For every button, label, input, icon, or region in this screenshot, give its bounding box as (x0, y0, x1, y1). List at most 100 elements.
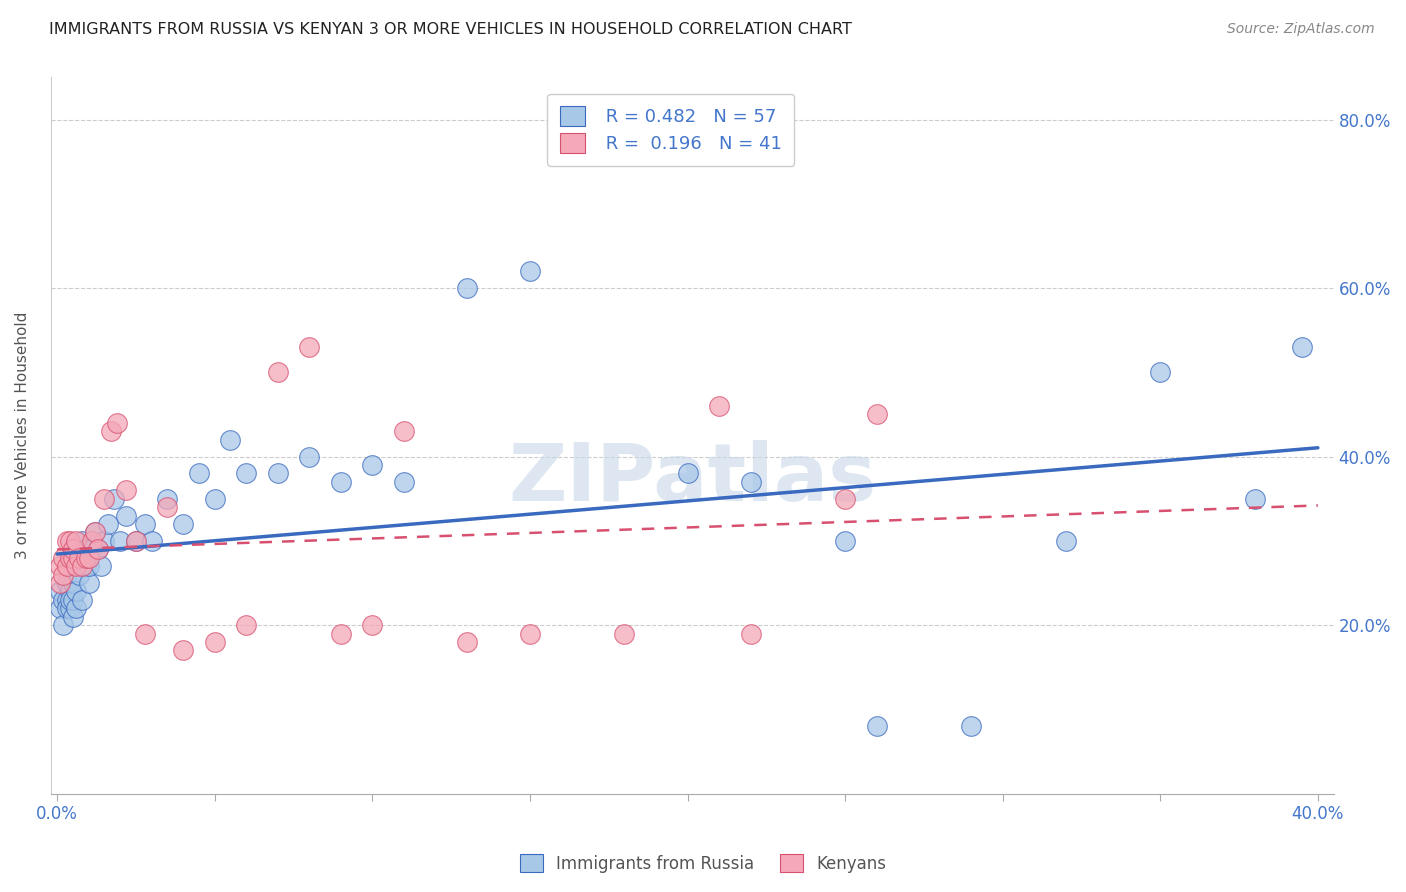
Point (77, 550, 100, 565)
Point (59, 584, 82, 599)
Point (49, 601, 72, 615)
Point (103, 491, 125, 506)
Point (75, 550, 97, 565)
Point (134, 626, 156, 640)
Point (77, 576, 100, 591)
Point (62, 609, 84, 624)
Point (740, 475, 762, 489)
Point (55, 601, 77, 615)
Point (267, 467, 290, 481)
Point (188, 467, 211, 481)
Point (49, 576, 72, 591)
Point (115, 508, 138, 523)
Point (740, 626, 762, 640)
Point (1149, 365, 1171, 379)
Point (62, 542, 84, 557)
Point (100, 425, 122, 439)
Point (219, 433, 242, 447)
Point (865, 719, 887, 733)
Point (93, 491, 115, 506)
Point (204, 491, 226, 506)
Point (62, 592, 84, 607)
Point (67, 550, 90, 565)
Point (97, 516, 120, 531)
Point (519, 264, 541, 278)
Text: IMMIGRANTS FROM RUSSIA VS KENYAN 3 OR MORE VEHICLES IN HOUSEHOLD CORRELATION CHA: IMMIGRANTS FROM RUSSIA VS KENYAN 3 OR MO… (49, 22, 852, 37)
Point (49, 584, 72, 599)
Point (298, 340, 321, 354)
Point (90, 559, 112, 574)
Point (80, 533, 103, 548)
Point (707, 399, 730, 413)
Legend: Immigrants from Russia, Kenyans: Immigrants from Russia, Kenyans (513, 847, 893, 880)
Point (235, 467, 257, 481)
Point (52, 550, 75, 565)
Point (59, 592, 82, 607)
Point (65, 559, 87, 574)
Point (59, 601, 82, 615)
Point (1291, 340, 1313, 354)
Point (115, 483, 138, 498)
Text: Source: ZipAtlas.com: Source: ZipAtlas.com (1227, 22, 1375, 37)
Point (361, 458, 384, 472)
Point (298, 450, 321, 464)
Point (108, 533, 131, 548)
Point (329, 475, 352, 489)
Point (93, 533, 115, 548)
Point (392, 475, 415, 489)
Point (456, 281, 478, 295)
Point (235, 618, 257, 632)
Point (65, 533, 87, 548)
Point (519, 626, 541, 640)
Point (84, 525, 107, 540)
Point (172, 643, 194, 657)
Point (67, 550, 90, 565)
Point (1243, 491, 1265, 506)
Point (267, 365, 290, 379)
Point (55, 533, 77, 548)
Point (55, 559, 77, 574)
Point (834, 491, 856, 506)
Point (960, 719, 983, 733)
Point (52, 592, 75, 607)
Point (125, 533, 148, 548)
Point (77, 559, 100, 574)
Point (62, 576, 84, 591)
Point (613, 626, 636, 640)
Point (156, 500, 179, 515)
Point (72, 559, 94, 574)
Y-axis label: 3 or more Vehicles in Household: 3 or more Vehicles in Household (15, 312, 30, 559)
Point (52, 618, 75, 632)
Text: ZIPatlas: ZIPatlas (508, 440, 876, 517)
Point (49, 559, 72, 574)
Point (62, 550, 84, 565)
Point (156, 491, 179, 506)
Point (65, 601, 87, 615)
Point (87, 542, 110, 557)
Point (141, 533, 163, 548)
Legend:  R = 0.482   N = 57,  R =  0.196   N = 41: R = 0.482 N = 57, R = 0.196 N = 41 (547, 94, 794, 166)
Point (80, 542, 103, 557)
Point (105, 416, 128, 430)
Point (865, 408, 887, 422)
Point (72, 533, 94, 548)
Point (361, 618, 384, 632)
Point (52, 567, 75, 582)
Point (59, 533, 82, 548)
Point (55, 576, 77, 591)
Point (392, 425, 415, 439)
Point (67, 567, 90, 582)
Point (1054, 533, 1077, 548)
Point (55, 592, 77, 607)
Point (329, 626, 352, 640)
Point (75, 559, 97, 574)
Point (676, 467, 699, 481)
Point (87, 542, 110, 557)
Point (72, 592, 94, 607)
Point (834, 533, 856, 548)
Point (65, 584, 87, 599)
Point (204, 635, 226, 649)
Point (125, 533, 148, 548)
Point (75, 542, 97, 557)
Point (84, 525, 107, 540)
